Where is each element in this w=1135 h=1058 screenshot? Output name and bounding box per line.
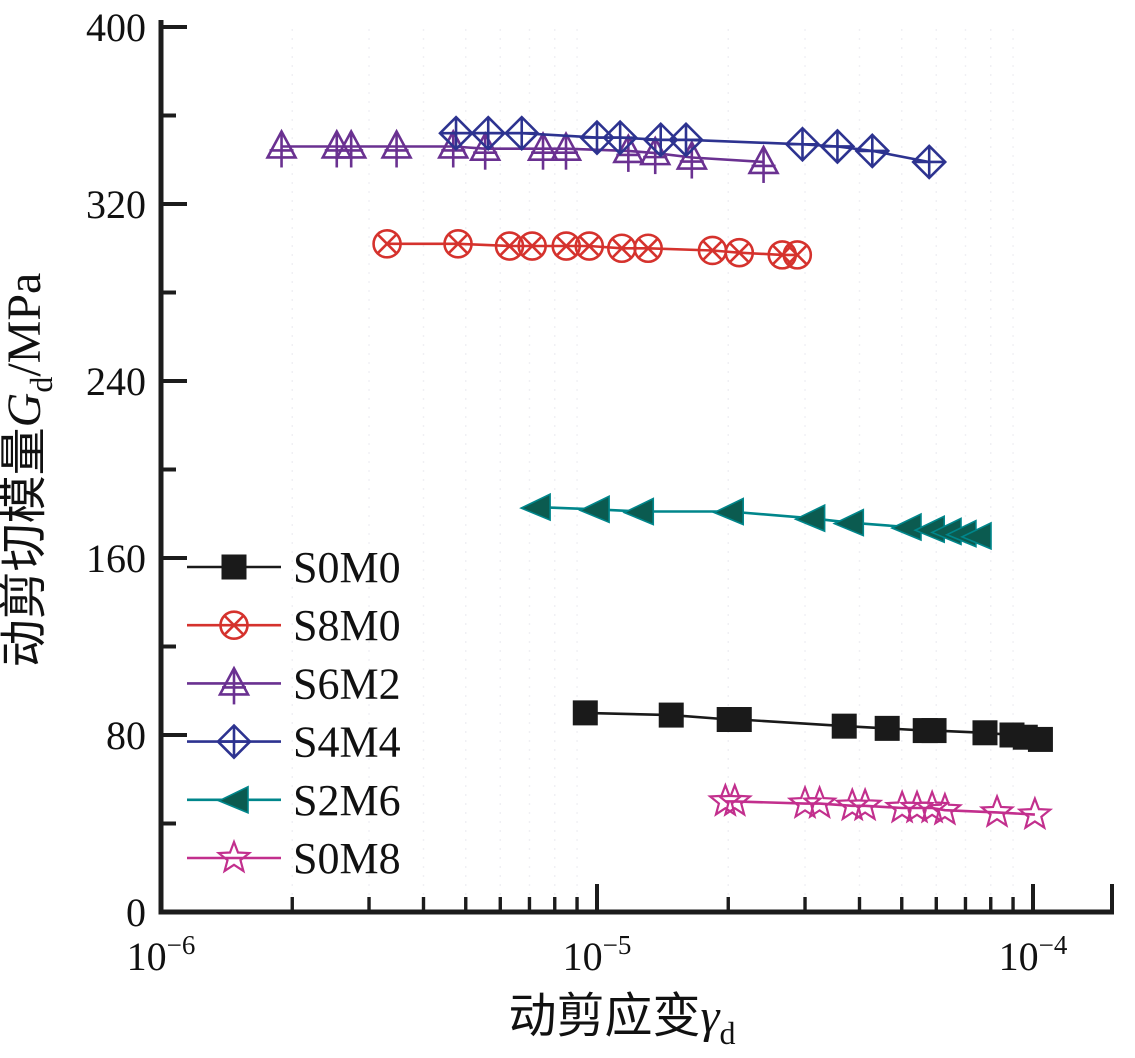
data-point-marker bbox=[890, 512, 922, 542]
data-point-marker bbox=[801, 784, 838, 820]
data-point-marker bbox=[639, 135, 672, 175]
data-point-marker bbox=[832, 508, 865, 537]
legend-label: S8M0 bbox=[293, 601, 401, 650]
data-point-marker bbox=[913, 788, 951, 824]
data-point-marker bbox=[517, 231, 547, 261]
data-point-marker bbox=[675, 139, 708, 179]
legend-item-S0M0: S0M0 bbox=[187, 543, 401, 592]
data-point-marker bbox=[831, 713, 857, 739]
data-point-marker bbox=[782, 240, 813, 270]
legend-label: S6M2 bbox=[293, 659, 401, 708]
y-tick-label: 400 bbox=[86, 5, 146, 50]
y-tick-label: 240 bbox=[86, 359, 146, 404]
legend-label: S2M6 bbox=[293, 776, 401, 825]
data-point-marker bbox=[712, 497, 744, 526]
data-point-marker bbox=[217, 785, 249, 814]
legend-item-S4M4: S4M4 bbox=[187, 718, 401, 767]
data-point-marker bbox=[846, 786, 884, 822]
data-point-marker bbox=[911, 144, 948, 180]
data-point-marker bbox=[602, 119, 638, 156]
y-tick-label: 160 bbox=[86, 536, 146, 581]
data-point-marker bbox=[1027, 726, 1053, 752]
data-point-marker bbox=[578, 495, 610, 524]
series-S8M0 bbox=[372, 229, 813, 270]
series-S2M6 bbox=[519, 492, 992, 551]
data-point-marker bbox=[633, 233, 663, 264]
data-point-marker bbox=[470, 115, 507, 152]
legend-item-S2M6: S2M6 bbox=[187, 776, 401, 825]
series-line-S0M0 bbox=[585, 711, 1041, 741]
data-point-marker bbox=[468, 130, 502, 170]
axes bbox=[158, 20, 1114, 915]
y-axis-label: 动剪切模量Gd/MPa bbox=[0, 273, 59, 668]
data-point-marker bbox=[978, 793, 1016, 828]
data-point-marker bbox=[216, 723, 252, 760]
y-tick-label: 0 bbox=[126, 890, 146, 935]
data-point-marker bbox=[572, 700, 598, 726]
y-tick-label: 320 bbox=[86, 182, 146, 227]
data-point-marker bbox=[217, 665, 251, 705]
legend-item-S8M0: S8M0 bbox=[187, 601, 401, 650]
y-tick-labels: 0 80 160 240 320 400 bbox=[86, 5, 146, 935]
data-point-marker bbox=[549, 130, 583, 170]
data-point-marker bbox=[972, 720, 998, 746]
data-point-marker bbox=[503, 115, 540, 152]
legend: S0M0 S8M0 S6M2 S4M4 S2M6 S0M8 bbox=[187, 543, 401, 883]
data-point-marker bbox=[854, 133, 891, 169]
data-point-marker bbox=[612, 133, 645, 172]
data-point-marker bbox=[551, 231, 582, 261]
data-point-marker bbox=[526, 130, 560, 170]
x-axis-label: 动剪应变γd bbox=[509, 990, 736, 1051]
legend-label: S4M4 bbox=[293, 718, 401, 767]
series-line-S8M0 bbox=[387, 242, 798, 257]
series-S0M8 bbox=[707, 782, 1054, 831]
data-point-marker bbox=[265, 128, 298, 168]
data-point-marker bbox=[834, 786, 871, 822]
data-point-marker bbox=[574, 231, 605, 261]
legend-label: S0M8 bbox=[293, 834, 401, 883]
series-S0M0 bbox=[572, 700, 1053, 752]
data-point-marker bbox=[819, 128, 856, 165]
data-point-marker bbox=[334, 128, 368, 168]
data-point-marker bbox=[372, 229, 402, 259]
x-tick-label: 10−4 bbox=[999, 930, 1068, 979]
data-point-marker bbox=[874, 715, 900, 741]
data-point-marker bbox=[219, 610, 249, 641]
data-point-marker bbox=[519, 492, 551, 522]
data-point-marker bbox=[221, 554, 247, 580]
x-tick-labels: 10−6 10−5 10−4 bbox=[127, 930, 1068, 979]
data-point-marker bbox=[926, 791, 964, 826]
data-point-marker bbox=[707, 782, 744, 817]
x-tick-label: 10−6 bbox=[127, 930, 196, 979]
data-point-marker bbox=[724, 237, 755, 268]
data-point-marker bbox=[443, 229, 473, 259]
data-point-marker bbox=[960, 521, 992, 551]
legend-label: S0M0 bbox=[293, 543, 401, 592]
data-point-marker bbox=[793, 503, 826, 533]
data-point-marker bbox=[921, 718, 947, 744]
data-point-marker bbox=[494, 231, 525, 261]
data-point-marker bbox=[380, 128, 413, 168]
data-point-marker bbox=[658, 702, 684, 728]
data-point-marker bbox=[668, 121, 704, 158]
data-point-marker bbox=[784, 126, 821, 163]
y-tick-label: 80 bbox=[106, 713, 146, 758]
x-tick-label: 10−5 bbox=[563, 930, 632, 979]
legend-item-S0M8: S0M8 bbox=[187, 834, 401, 883]
series-S4M4 bbox=[438, 115, 948, 180]
data-point-marker bbox=[438, 115, 474, 152]
data-point-marker bbox=[215, 838, 253, 874]
data-point-marker bbox=[1016, 795, 1054, 831]
data-point-marker bbox=[726, 707, 752, 733]
data-point-marker bbox=[716, 782, 753, 817]
data-point-marker bbox=[747, 144, 780, 183]
legend-item-S6M2: S6M2 bbox=[187, 659, 401, 708]
data-point-marker bbox=[622, 497, 655, 526]
